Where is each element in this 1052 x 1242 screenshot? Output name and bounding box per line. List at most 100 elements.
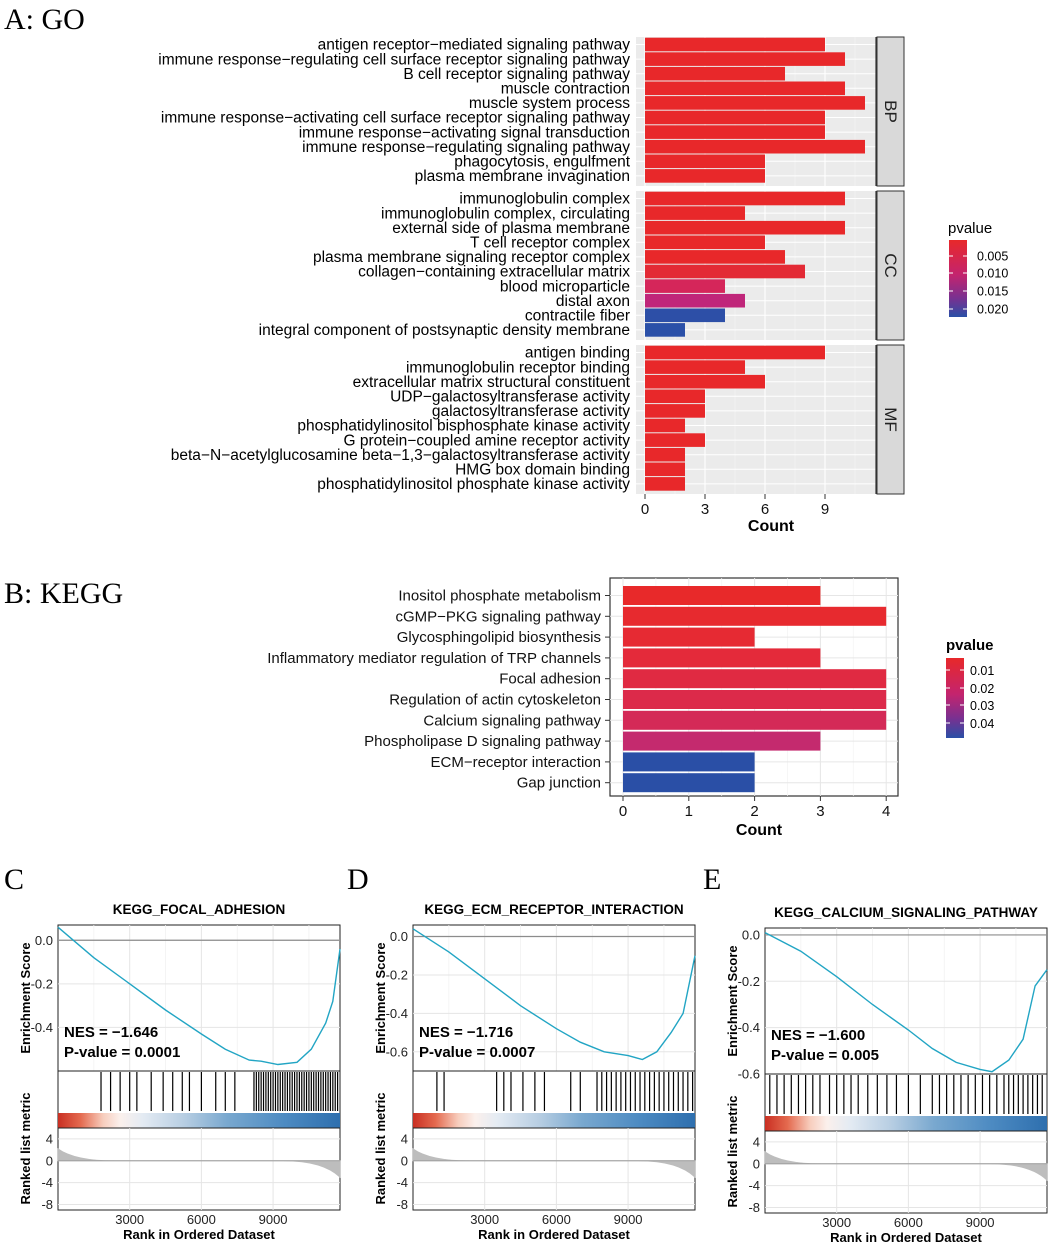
kegg-x-tick-label: 4 — [882, 803, 890, 820]
gsea-metric-axis-title: Ranked list metric — [18, 1093, 33, 1205]
gsea-metric-tick-label: 4 — [753, 1134, 760, 1149]
gsea-metric-tick-label: -4 — [396, 1175, 408, 1190]
gsea-x-tick-label: 6000 — [894, 1215, 923, 1230]
go-x-tick-label: 6 — [761, 501, 769, 518]
go-category-label: extracellular matrix structural constitu… — [353, 374, 631, 391]
go-category-label: plasma membrane invagination — [415, 168, 630, 185]
go-bar — [645, 279, 725, 293]
kegg-x-axis-title: Count — [736, 822, 783, 839]
go-legend-tick-label: 0.020 — [977, 303, 1008, 317]
go-bar — [645, 250, 785, 264]
kegg-category-label: Calcium signaling pathway — [423, 712, 601, 729]
panel-e-label: E — [703, 863, 721, 896]
go-bar — [645, 323, 685, 337]
gsea-x-tick-label: 3000 — [470, 1212, 499, 1227]
go-category-label: integral component of postsynaptic densi… — [259, 322, 630, 339]
kegg-x-tick-label: 0 — [619, 803, 627, 820]
go-bar — [645, 462, 685, 477]
go-category-label: external side of plasma membrane — [392, 220, 630, 237]
go-bar — [645, 404, 705, 418]
go-bar-chart: antigen receptor−mediated signaling path… — [158, 36, 1008, 535]
go-bar — [645, 139, 865, 154]
go-category-label: immunoglobulin complex, circulating — [381, 205, 630, 222]
go-bar — [645, 169, 765, 183]
gsea-rank-colorbar — [765, 1116, 1047, 1131]
panel-c-label: C — [4, 863, 24, 896]
go-category-label: G protein−coupled amine receptor activit… — [344, 432, 631, 449]
kegg-legend-tick-label: 0.04 — [970, 717, 994, 731]
go-facet-label: MF — [881, 407, 900, 432]
go-x-tick-label: 3 — [701, 501, 709, 518]
go-bar — [645, 191, 845, 206]
gsea-es-tick-label: 0.0 — [742, 927, 760, 942]
gsea-plot-ecm-receptor: KEGG_ECM_RECEPTOR_INTERACTION 0.0 -0.2 -0.4… — [373, 902, 696, 1242]
kegg-bar-chart: Inositol phosphate metabolism cGMP−PKG si… — [267, 577, 994, 839]
go-category-label: UDP−galactosyltransferase activity — [390, 389, 630, 406]
kegg-bar — [623, 648, 821, 668]
gsea-es-axis-title: Enrichment Score — [725, 945, 740, 1056]
gsea-es-tick-label: 0.0 — [390, 929, 408, 944]
gsea-metric-axis-title: Ranked list metric — [725, 1096, 740, 1208]
go-legend-tick-label: 0.005 — [977, 250, 1008, 264]
panel-b-label: B: KEGG — [4, 577, 123, 610]
go-bar — [645, 96, 865, 110]
go-bar — [645, 206, 745, 220]
gsea-pvalue-label: P-value = 0.005 — [771, 1047, 879, 1064]
gsea-es-axis-title: Enrichment Score — [373, 942, 388, 1053]
gsea-plot-calcium-signaling: KEGG_CALCIUM_SIGNALING_PATHWAY 0.0 -0.2 -0.… — [725, 905, 1048, 1242]
kegg-legend-tick-label: 0.02 — [970, 682, 994, 696]
gsea-es-tick-label: -0.6 — [386, 1044, 408, 1059]
gsea-es-tick-label: -0.4 — [386, 1006, 408, 1021]
gsea-rank-colorbar — [413, 1113, 695, 1128]
kegg-category-label: ECM−receptor interaction — [431, 754, 602, 771]
gsea-x-tick-label: 6000 — [542, 1212, 571, 1227]
gsea-x-axis-title: Rank in Ordered Dataset — [478, 1227, 630, 1242]
go-legend-colorbar — [949, 240, 967, 317]
go-category-label: immune response−activating signal transd… — [299, 124, 630, 141]
kegg-bar — [623, 773, 755, 793]
gsea-x-tick-label: 9000 — [966, 1215, 995, 1230]
go-bar — [645, 477, 685, 491]
go-bar — [645, 293, 745, 308]
kegg-x-tick-label: 2 — [750, 803, 758, 820]
gsea-metric-axis-title: Ranked list metric — [373, 1093, 388, 1205]
gsea-es-axis-title: Enrichment Score — [18, 942, 33, 1053]
go-bar — [645, 433, 705, 447]
gsea-es-panel — [412, 924, 696, 1072]
go-bar — [645, 447, 685, 462]
kegg-legend-colorbar — [946, 658, 964, 738]
gsea-es-tick-label: 0.0 — [35, 933, 53, 948]
go-bar — [645, 264, 805, 279]
go-bar — [645, 235, 765, 250]
kegg-bar — [623, 710, 887, 730]
kegg-bar — [623, 669, 887, 689]
panel-d-label: D — [347, 863, 369, 896]
go-category-label: immune response−regulating signaling pat… — [302, 139, 630, 156]
gsea-metric-panel — [412, 1127, 696, 1211]
go-category-label: plasma membrane signaling receptor compl… — [313, 249, 630, 266]
go-bar — [645, 389, 705, 404]
go-category-label: beta−N−acetylglucosamine beta−1,3−galact… — [171, 447, 630, 464]
kegg-category-label: Inflammatory mediator regulation of TRP … — [267, 650, 601, 667]
go-category-label: immunoglobulin complex — [459, 191, 630, 208]
go-category-label: immune response−activating cell surface … — [161, 110, 630, 127]
gsea-x-tick-label: 9000 — [614, 1212, 643, 1227]
go-legend-tick-label: 0.015 — [977, 285, 1008, 299]
go-bar — [645, 360, 745, 374]
go-category-label: muscle contraction — [501, 81, 630, 98]
gsea-x-tick-label: 9000 — [259, 1212, 288, 1227]
gsea-pvalue-label: P-value = 0.0007 — [419, 1044, 535, 1061]
kegg-legend-title: pvalue — [946, 637, 994, 654]
gsea-es-panel — [764, 927, 1048, 1075]
kegg-category-label: Glycosphingolipid biosynthesis — [397, 629, 601, 646]
gsea-metric-tick-label: -4 — [41, 1175, 53, 1190]
go-category-label: immune response−regulating cell surface … — [158, 51, 630, 68]
gsea-metric-panel — [57, 1127, 341, 1211]
kegg-bar — [623, 690, 887, 709]
go-facet-label: BP — [881, 100, 900, 123]
go-category-label: muscle system process — [469, 95, 630, 112]
go-category-label: immunoglobulin receptor binding — [406, 359, 630, 376]
kegg-category-label: Phospholipase D signaling pathway — [364, 733, 601, 750]
gsea-title: KEGG_CALCIUM_SIGNALING_PATHWAY — [774, 905, 1038, 920]
